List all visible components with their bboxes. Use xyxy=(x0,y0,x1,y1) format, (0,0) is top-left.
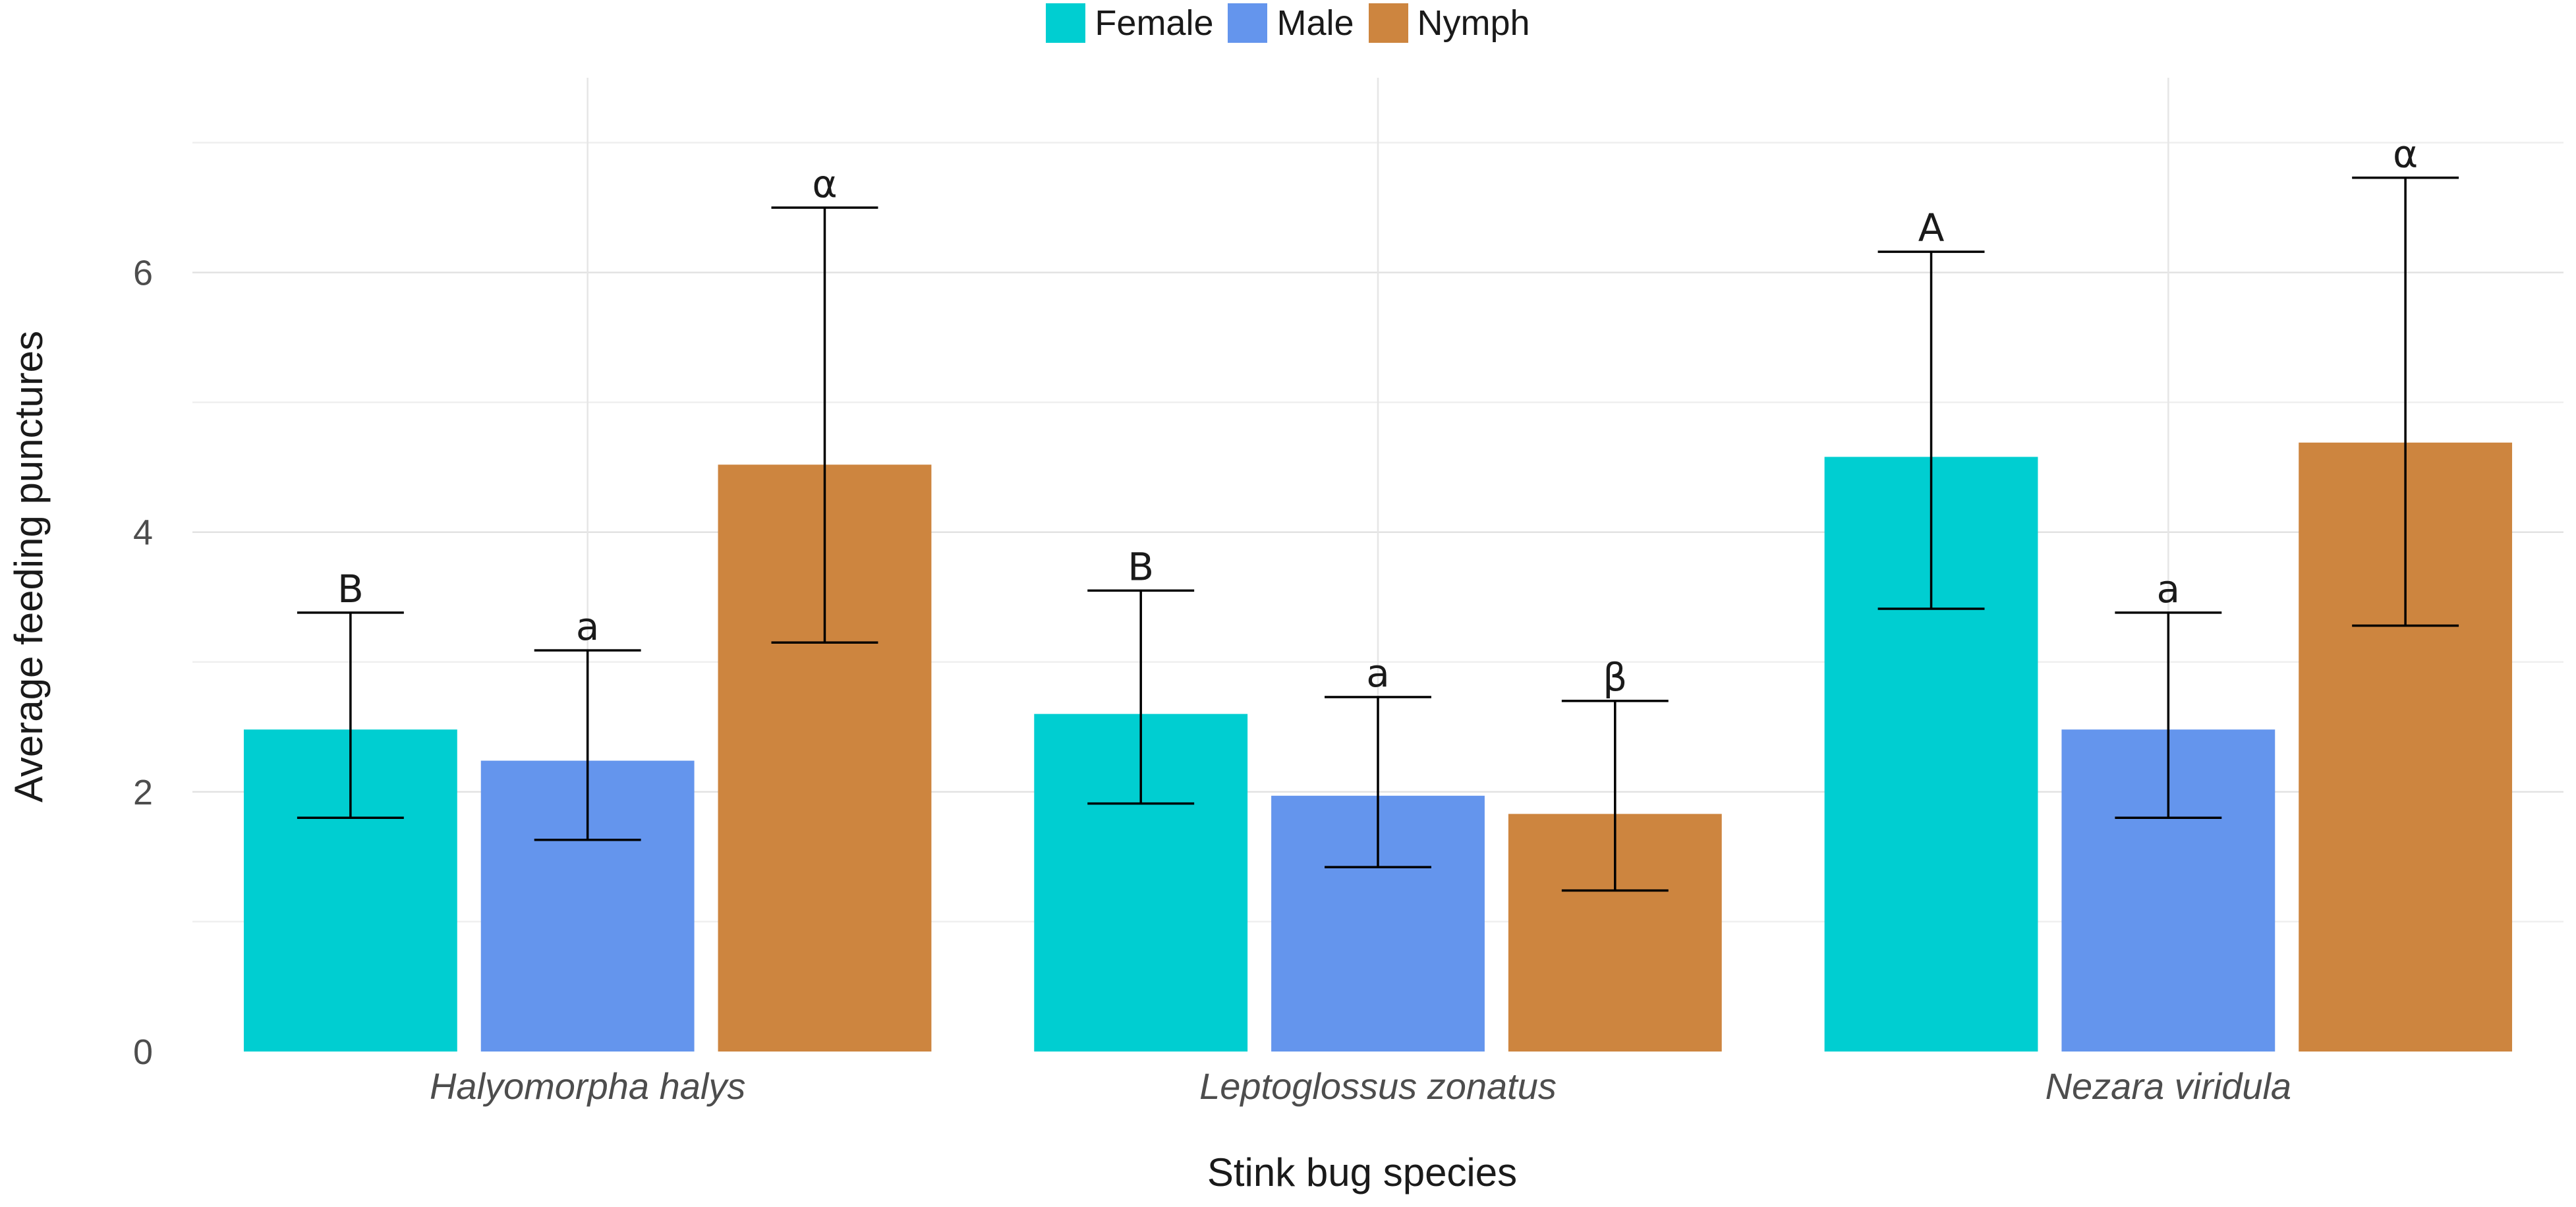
legend: Female Male Nymph xyxy=(0,3,2576,43)
error-bar-female xyxy=(1087,589,1195,805)
significance-labels: B B Aa a a α β α xyxy=(337,132,2418,700)
error-bar-female xyxy=(297,611,404,820)
error-bar-male xyxy=(2115,611,2222,820)
x-tick-label: Leptoglossus zonatus xyxy=(1199,1065,1557,1107)
error-bar-female xyxy=(1877,250,1985,610)
error-bar-nymph xyxy=(1561,700,1669,892)
y-tick-label: 6 xyxy=(133,254,153,293)
error-bar-male xyxy=(534,649,641,841)
legend-label-female: Female xyxy=(1095,3,1214,43)
significance-label: a xyxy=(2157,567,2181,611)
y-tick-label: 2 xyxy=(133,773,153,812)
legend-item-female: Female xyxy=(1046,3,1213,43)
error-bar-nymph xyxy=(2352,176,2459,627)
y-tick-label: 4 xyxy=(133,513,153,553)
legend-swatch-female xyxy=(1046,3,1086,43)
x-axis-title: Stink bug species xyxy=(1207,1150,1517,1194)
legend-swatch-nymph xyxy=(1368,3,1408,43)
error-bar-male xyxy=(1325,696,1431,868)
significance-label: a xyxy=(576,604,600,649)
legend-label-nymph: Nymph xyxy=(1417,3,1530,43)
x-tick-label: Halyomorpha halys xyxy=(430,1065,745,1107)
axis-ticks: 0 2 4 6 Halyomorpha halys Leptoglossus zonatu… xyxy=(133,254,2291,1107)
bars xyxy=(243,442,2513,1052)
significance-label: α xyxy=(812,161,837,206)
x-tick-label: Nezara viridula xyxy=(2046,1065,2292,1107)
significance-label: α xyxy=(2393,132,2418,177)
significance-label: β xyxy=(1603,655,1627,700)
significance-label: B xyxy=(1128,544,1154,589)
y-axis-title: Average feeding punctures xyxy=(7,331,51,802)
legend-label-male: Male xyxy=(1276,3,1354,43)
significance-label: B xyxy=(337,567,364,611)
legend-item-male: Male xyxy=(1228,3,1354,43)
significance-label: A xyxy=(1918,206,1945,250)
legend-item-nymph: Nymph xyxy=(1368,3,1530,43)
legend-swatch-male xyxy=(1228,3,1268,43)
y-tick-label: 0 xyxy=(133,1032,153,1072)
significance-label: a xyxy=(1366,651,1390,696)
error-bar-nymph xyxy=(771,206,878,644)
error-bars xyxy=(297,176,2459,892)
